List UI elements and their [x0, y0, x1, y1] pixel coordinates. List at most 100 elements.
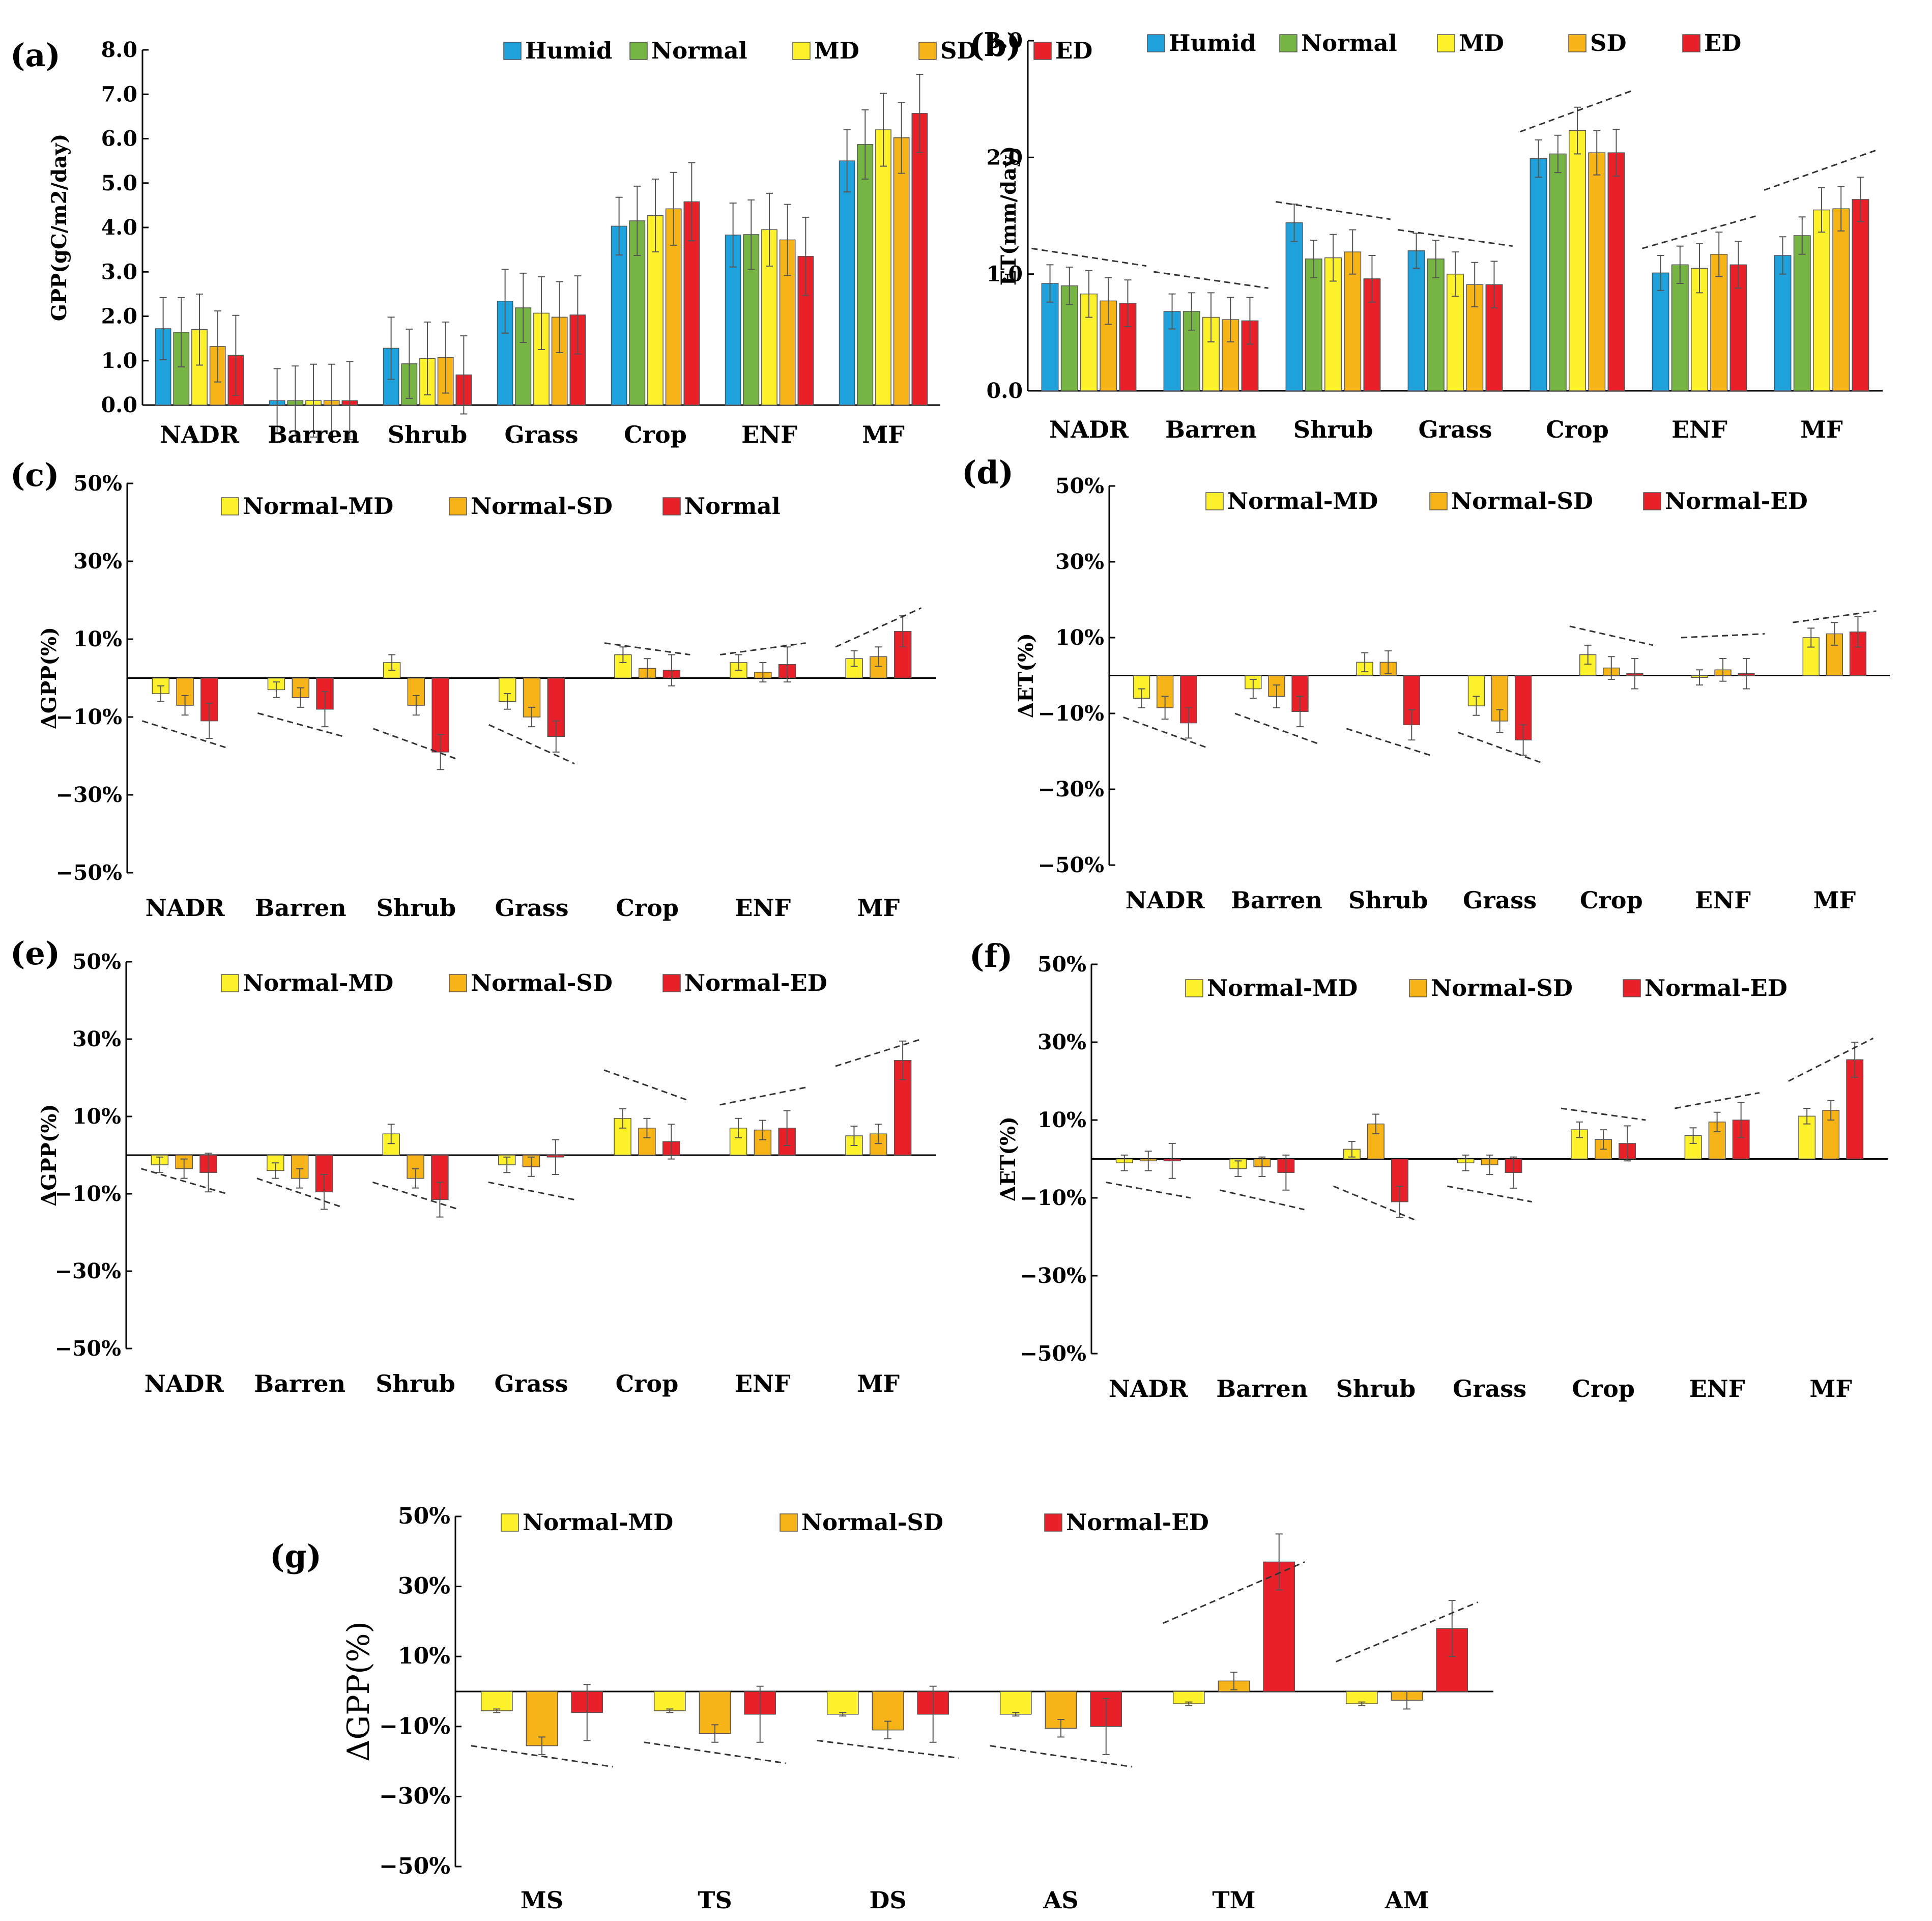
bar-sd-nadr: [1100, 300, 1117, 391]
trend-line: [1398, 229, 1513, 247]
y-tick-label: 30%: [73, 549, 122, 574]
y-tick-label: 50%: [73, 471, 122, 496]
bar-ed-mf: [1852, 199, 1869, 391]
panel-label: (g): [270, 1538, 322, 1575]
panel-label: (d): [962, 454, 1014, 491]
x-tick-label: ENF: [1671, 416, 1727, 443]
y-tick-label: 50%: [398, 1503, 450, 1529]
chart-panel-e: (e) −50% −30% −10% 10% 30% 50% ΔGPP(%) NADR Barre…: [10, 935, 936, 1397]
y-tick-label: −50%: [1020, 1341, 1086, 1366]
x-tick-label: Barren: [1216, 1375, 1308, 1402]
x-tick-label: Crop: [616, 894, 679, 922]
y-tick-label: 50%: [72, 950, 121, 974]
trend-line: [719, 642, 806, 656]
trend-line: [603, 1069, 690, 1102]
y-tick-label: −50%: [1038, 853, 1104, 877]
trend-line: [488, 724, 575, 765]
y-tick-label: −10%: [1020, 1186, 1086, 1210]
x-tick-label: Shrub: [377, 894, 456, 922]
bar-md-ds: [826, 1691, 859, 1715]
legend-label: Normal-MD: [1207, 974, 1358, 1001]
x-tick-label: MF: [857, 894, 900, 922]
legend-label: SD: [940, 37, 977, 64]
chart-panel-a: (a) 0.0 1.0 2.0 3.0 4.0 5.0 6.0 7.0 8.0 GPP(gC/m2/…: [10, 37, 1092, 448]
bar-humid-crop: [611, 225, 627, 406]
bar-normal-mf: [1793, 235, 1811, 391]
legend-label: Normal-ED: [1066, 1509, 1209, 1536]
x-tick-label: ENF: [735, 894, 791, 922]
legend-swatch: [1623, 979, 1641, 997]
bar-humid-grass: [1407, 250, 1425, 391]
bar-humid-shrub: [1285, 222, 1303, 391]
bar-ed-nadr: [200, 677, 218, 722]
trend-line: [1447, 1185, 1532, 1203]
y-tick-label: 10%: [1055, 625, 1104, 650]
x-tick-label: AM: [1385, 1886, 1429, 1914]
trend-line: [141, 720, 228, 749]
bar-sd-enf: [1710, 253, 1728, 391]
bar-humid-enf: [1652, 272, 1669, 391]
y-tick-label: 0.0: [101, 393, 137, 417]
x-tick-label: TS: [698, 1886, 732, 1914]
y-tick-label: 10%: [72, 1104, 121, 1129]
x-tick-label: Crop: [616, 1370, 679, 1397]
x-tick-label: Barren: [1165, 416, 1257, 443]
x-tick-label: NADR: [145, 1370, 224, 1397]
y-tick-label: −10%: [55, 1182, 121, 1206]
trend-line: [1154, 271, 1268, 289]
x-tick-label: NADR: [160, 421, 240, 448]
panel-label: (a): [10, 37, 61, 74]
y-axis-label: GPP(gC/m2/day): [47, 134, 71, 321]
x-tick-label: Shrub: [1293, 416, 1373, 443]
y-axis-label: ΔGPP(%): [37, 1104, 61, 1206]
chart-panel-c: (c) −50% −30% −10% 10% 30% 50% ΔGPP(%) NADR Barre…: [10, 456, 936, 922]
y-tick-label: 3.0: [987, 28, 1023, 53]
legend-label: Normal-MD: [1227, 488, 1378, 514]
trend-line: [373, 728, 459, 761]
trend-line: [1234, 712, 1319, 745]
trend-line: [1031, 247, 1146, 267]
trend-line: [1163, 1561, 1305, 1624]
legend-swatch: [449, 974, 467, 992]
legend-swatch: [780, 1513, 798, 1532]
x-tick-label: Grass: [494, 1370, 568, 1397]
legend-swatch: [792, 42, 811, 60]
x-tick-label: Shrub: [1336, 1375, 1416, 1402]
trend-line: [835, 607, 922, 648]
panel-label: (e): [10, 935, 60, 972]
bar-normal-mf: [857, 144, 874, 406]
x-tick-label: AS: [1043, 1886, 1079, 1914]
trend-line: [817, 1739, 959, 1759]
legend-label: Normal-ED: [1665, 488, 1808, 514]
bar-md-as: [999, 1691, 1032, 1715]
chart-panel-f: (f) −50% −30% −10% 10% 30% 50% ΔET(%) NADR Barren…: [969, 937, 1888, 1402]
x-tick-label: ENF: [741, 421, 797, 448]
y-tick-label: 10%: [73, 627, 122, 651]
bar-sd-barren: [1268, 675, 1285, 697]
legend-label: ED: [1704, 30, 1741, 56]
x-tick-label: Shrub: [388, 421, 468, 448]
legend-label: Normal-SD: [1431, 974, 1573, 1001]
y-axis-label: ΔGPP(%): [37, 627, 61, 729]
y-tick-label: −30%: [56, 783, 122, 807]
legend-label: SD: [1590, 30, 1627, 56]
bar-normal-enf: [1671, 264, 1689, 391]
bar-md-mf: [1813, 209, 1830, 391]
trend-line: [644, 1741, 786, 1764]
bar-md-crop: [1569, 130, 1586, 391]
y-tick-label: 50%: [1055, 474, 1104, 498]
y-tick-label: 10%: [398, 1643, 450, 1669]
trend-line: [1123, 716, 1207, 749]
trend-line: [488, 1181, 574, 1200]
x-tick-label: Grass: [504, 421, 578, 448]
trend-line: [990, 1745, 1132, 1768]
y-tick-label: 50%: [1037, 952, 1086, 977]
x-tick-label: MF: [1800, 416, 1843, 443]
y-axis-label: ET(mm/day): [997, 146, 1021, 286]
legend-label: Normal-ED: [684, 969, 827, 996]
bar-normal-grass: [1427, 259, 1445, 391]
legend-label: ED: [1055, 37, 1092, 64]
trend-line: [257, 712, 344, 737]
bar-humid-crop: [1530, 158, 1547, 391]
trend-line: [1346, 728, 1430, 756]
